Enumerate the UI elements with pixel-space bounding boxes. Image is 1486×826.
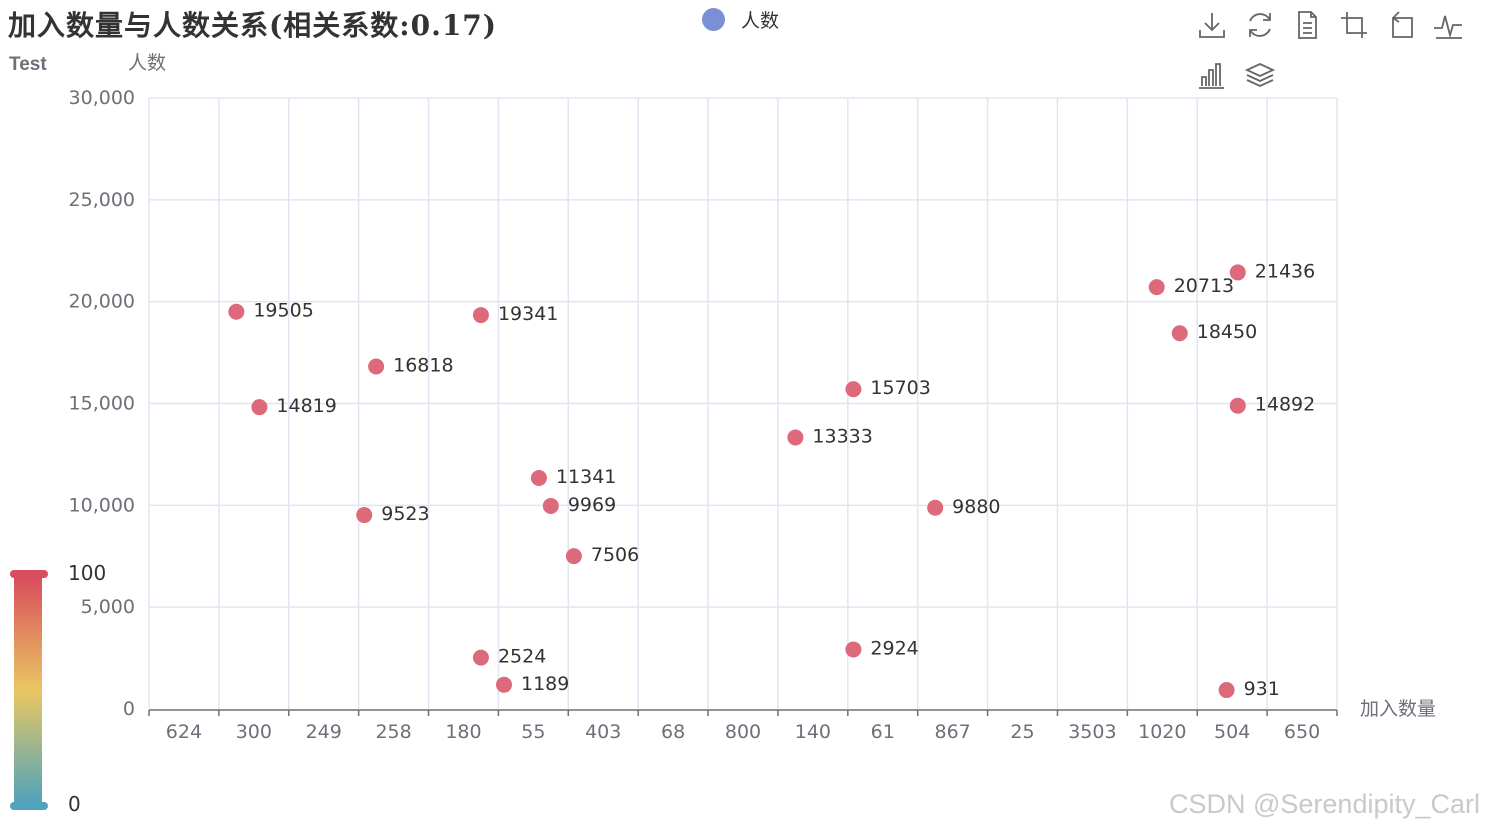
visual-map: 100 0 [8, 561, 118, 816]
save-image-icon[interactable] [1195, 8, 1229, 42]
data-label: 9523 [381, 503, 429, 525]
x-tick-label: 61 [871, 721, 895, 743]
x-axis: 624 300 249 258 180 55 403 68 800 140 61 867 25 3503 1… [148, 709, 1338, 743]
data-point[interactable] [845, 641, 862, 658]
data-point[interactable] [927, 499, 944, 516]
zoom-reset-icon[interactable] [1385, 8, 1419, 42]
x-tick-label: 55 [521, 721, 545, 743]
y-tick-label: 0 [123, 698, 135, 720]
x-tick-label: 3503 [1068, 721, 1116, 743]
data-point[interactable] [472, 307, 489, 324]
line-chart-icon[interactable] [1431, 8, 1465, 42]
x-tick-label: 68 [661, 721, 685, 743]
data-view-icon[interactable] [1290, 8, 1324, 42]
data-label: 15703 [870, 377, 930, 399]
x-tick-label: 140 [795, 721, 831, 743]
y-tick-label: 20,000 [69, 291, 135, 313]
x-tick-label: 249 [306, 721, 342, 743]
y-tick-label: 30,000 [69, 87, 135, 109]
data-point[interactable] [496, 676, 513, 693]
data-point[interactable] [356, 507, 373, 524]
x-tick-label: 800 [725, 721, 761, 743]
data-point[interactable] [1171, 325, 1188, 342]
data-point[interactable] [368, 358, 385, 375]
x-tick-label: 300 [236, 721, 272, 743]
data-point[interactable] [1148, 279, 1165, 296]
data-point[interactable] [530, 470, 547, 487]
data-label: 11341 [556, 466, 616, 488]
legend-item-people[interactable]: 人数 [702, 6, 779, 33]
bar-chart-icon[interactable] [1195, 58, 1229, 92]
data-label: 14819 [276, 395, 336, 417]
y-axis: 30,000 25,000 20,000 15,000 10,000 5,000 0 [69, 87, 135, 720]
x-tick-label: 624 [166, 721, 202, 743]
y-tick-label: 15,000 [69, 393, 135, 415]
chart-title: 加入数量与人数关系(相关系数:0.17) [8, 9, 498, 42]
x-tick-label: 180 [445, 721, 481, 743]
visual-map-top-handle[interactable] [10, 570, 48, 578]
data-label: 13333 [812, 425, 872, 447]
y-tick-label: 25,000 [69, 189, 135, 211]
data-label: 19505 [253, 300, 313, 322]
watermark: CSDN @Serendipity_Carl [1168, 789, 1480, 819]
data-label: 931 [1244, 678, 1280, 700]
stack-icon[interactable] [1243, 58, 1277, 92]
x-tick-label: 25 [1010, 721, 1034, 743]
data-points: 19505 14819 16818 9523 19341 2524 1189 11341 996… [228, 260, 1315, 700]
x-tick-label: 1020 [1138, 721, 1186, 743]
visual-map-bottom-handle[interactable] [10, 802, 48, 810]
y-tick-label: 5,000 [81, 596, 135, 618]
data-label: 16818 [393, 354, 453, 376]
data-point[interactable] [1229, 264, 1246, 281]
x-tick-label: 650 [1284, 721, 1320, 743]
visual-map-min-label: 0 [68, 792, 81, 816]
data-label: 14892 [1255, 394, 1315, 416]
data-label: 1189 [521, 673, 569, 695]
legend-label: 人数 [741, 10, 780, 32]
data-point[interactable] [787, 429, 804, 446]
data-point[interactable] [1218, 682, 1235, 699]
visual-map-max-label: 100 [68, 561, 107, 585]
data-point[interactable] [845, 381, 862, 398]
data-label: 19341 [498, 303, 558, 325]
data-label: 9880 [952, 496, 1000, 518]
zoom-icon[interactable] [1337, 8, 1371, 42]
x-tick-label: 258 [375, 721, 411, 743]
data-label: 21436 [1255, 260, 1315, 282]
x-tick-label: 867 [935, 721, 971, 743]
data-point[interactable] [542, 497, 559, 514]
data-point[interactable] [1229, 397, 1246, 414]
data-point[interactable] [251, 399, 268, 416]
grid-lines [148, 97, 1338, 709]
data-point[interactable] [565, 548, 582, 565]
data-point[interactable] [472, 649, 489, 666]
data-label: 18450 [1197, 321, 1257, 343]
x-axis-label: 加入数量 [1360, 698, 1436, 720]
x-tick-label: 504 [1214, 721, 1250, 743]
restore-icon[interactable] [1243, 8, 1277, 42]
data-label: 2524 [498, 646, 546, 668]
chart-subtitle: Test [9, 54, 47, 75]
data-point[interactable] [228, 303, 245, 320]
data-label: 7506 [591, 544, 639, 566]
y-tick-label: 10,000 [69, 494, 135, 516]
visual-map-gradient-bar[interactable] [14, 578, 42, 803]
x-tick-label: 403 [585, 721, 621, 743]
legend-dot-icon [702, 8, 725, 31]
data-label: 9969 [568, 494, 616, 516]
data-label: 20713 [1174, 275, 1234, 297]
data-label: 2924 [870, 637, 918, 659]
y-axis-label: 人数 [128, 52, 166, 74]
